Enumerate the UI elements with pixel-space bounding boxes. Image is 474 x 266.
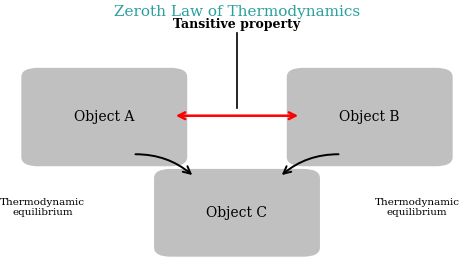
Text: Zeroth Law of Thermodynamics: Zeroth Law of Thermodynamics: [114, 5, 360, 19]
Text: Object B: Object B: [339, 110, 400, 124]
FancyArrowPatch shape: [136, 154, 191, 174]
Text: Thermodynamic
equilibrium: Thermodynamic equilibrium: [374, 198, 460, 217]
FancyArrowPatch shape: [283, 154, 338, 174]
FancyBboxPatch shape: [287, 68, 453, 166]
FancyBboxPatch shape: [21, 68, 187, 166]
Text: Object C: Object C: [207, 206, 267, 220]
FancyBboxPatch shape: [154, 169, 320, 257]
Text: Thermodynamic
equilibrium: Thermodynamic equilibrium: [0, 198, 85, 217]
Text: Object A: Object A: [74, 110, 135, 124]
Text: Tansitive property: Tansitive property: [173, 18, 301, 31]
